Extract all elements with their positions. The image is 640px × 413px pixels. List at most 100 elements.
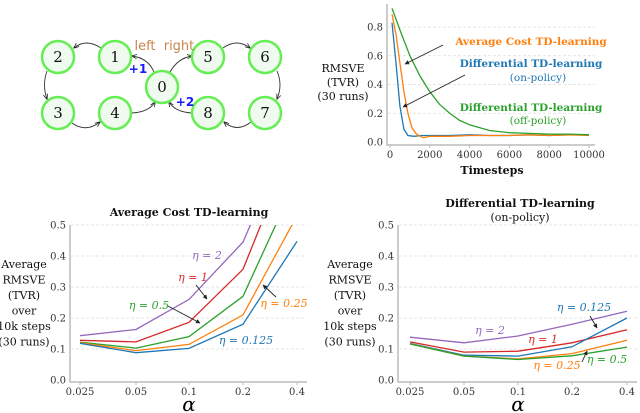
y-tick-label: 0.2 <box>378 314 394 325</box>
annotation-arrow <box>581 350 588 363</box>
series-label: η = 0.125 <box>557 301 611 314</box>
y-label-line: RMSVE <box>2 274 45 287</box>
y-label-line: 10k steps <box>323 320 377 333</box>
state-node-8: 8 <box>190 95 226 131</box>
chart-title: Differential TD-learning <box>445 197 595 210</box>
series-line-0 <box>79 225 252 337</box>
y-label-line: (30 runs) <box>0 336 50 349</box>
edge-8-0 <box>169 102 193 114</box>
y-tick-label: 0.4 <box>378 252 394 263</box>
x-label: α <box>511 392 525 413</box>
y-tick-label: 0.6 <box>367 51 383 62</box>
y-tick-label: 0.1 <box>50 345 66 356</box>
chart-title: Average Cost TD-learning <box>109 206 269 219</box>
y-axis <box>386 4 595 146</box>
edge-6-7 <box>277 70 280 99</box>
series-label: η = 2 <box>475 324 505 337</box>
annotation-arrow <box>589 315 598 329</box>
state-label: 3 <box>53 104 63 122</box>
x-tick-label: 0.025 <box>396 387 425 398</box>
series-line-3 <box>79 225 293 352</box>
annotation-arrow <box>195 284 208 300</box>
axes <box>69 225 307 383</box>
y-label-line: over <box>338 305 363 318</box>
y-tick-label: 0.0 <box>378 376 394 387</box>
y-label-line: RMSVE <box>321 62 364 75</box>
x-label: Timesteps <box>460 164 523 177</box>
y-label-line: (30 runs) <box>324 336 375 349</box>
y-label-line: (TVR) <box>334 289 366 302</box>
state-label: 2 <box>53 48 63 66</box>
series-label: η = 0.25 <box>533 359 580 372</box>
series-label: η = 1 <box>528 333 558 346</box>
y-label-line: RMSVE <box>328 274 371 287</box>
y-tick-label: 0.4 <box>367 80 383 91</box>
annotation-diff-on: Differential TD-learning <box>460 58 603 70</box>
series-label: η = 0.5 <box>587 353 627 366</box>
y-label-line: (30 runs) <box>317 90 368 103</box>
x-tick-label: 0.05 <box>125 387 147 398</box>
x-tick-label: 0 <box>387 150 393 161</box>
state-node-7: 7 <box>247 95 283 131</box>
y-tick-label: 0.3 <box>50 283 66 294</box>
series-line-4 <box>409 343 628 361</box>
edges <box>45 42 281 129</box>
x-tick-label: 6000 <box>497 150 522 161</box>
series-label: η = 1 <box>178 271 208 284</box>
y-tick-label: 0.0 <box>50 376 66 387</box>
state-node-0: 0 <box>144 69 180 105</box>
x-tick-label: 0.2 <box>235 387 251 398</box>
state-label: 0 <box>157 78 167 96</box>
y-tick-label: 0.2 <box>50 314 66 325</box>
annotation-arrow <box>402 74 466 108</box>
y-label-line: (TVR) <box>8 289 40 302</box>
y-tick-label: 0.1 <box>378 345 394 356</box>
edge-0-5 <box>169 56 192 73</box>
series-line-2 <box>79 225 277 349</box>
y-tick-label: 0.2 <box>367 109 383 120</box>
x-tick-label: 0.1 <box>510 387 526 398</box>
x-tick-label: 0.1 <box>181 387 197 398</box>
annotation-diff-on-sub: (on-policy) <box>510 72 566 84</box>
series-label: η = 0.125 <box>219 334 273 347</box>
state-node-2: 2 <box>40 39 76 75</box>
state-label: 5 <box>203 48 213 66</box>
series-label: η = 2 <box>192 249 222 262</box>
state-label: 7 <box>260 104 270 122</box>
mdp-diagram: 0 1 2 3 4 5 6 7 8 left right +1 +2 <box>40 39 283 131</box>
y-label-line: Average <box>0 258 47 271</box>
y-label-line: 10k steps <box>0 320 51 333</box>
series-label: η = 0.25 <box>260 297 307 310</box>
action-left-label: left <box>134 39 155 54</box>
annotation-arrow <box>404 44 444 65</box>
annotation-diff-off: Differential TD-learning <box>460 102 603 114</box>
reward-left-label: +1 <box>129 62 147 76</box>
series-line-1 <box>409 329 628 353</box>
y-tick-label: 0.4 <box>50 252 66 263</box>
edge-4-0 <box>131 102 155 114</box>
y-tick-label: 0.5 <box>378 221 394 232</box>
x-tick-label: 0.2 <box>564 387 580 398</box>
series-label: η = 0.5 <box>129 299 169 312</box>
x-label: α <box>182 392 196 413</box>
axes <box>397 225 637 383</box>
x-tick-label: 0.4 <box>619 387 635 398</box>
x-tick-label: 0.05 <box>453 387 475 398</box>
series-line-0 <box>409 310 628 344</box>
y-tick-label: 0.5 <box>50 221 66 232</box>
series-line-1 <box>391 13 590 139</box>
series-line-2 <box>409 317 628 357</box>
series-line-2 <box>391 8 590 136</box>
edge-1-2 <box>74 42 102 48</box>
y-tick-label: 0.0 <box>367 138 383 149</box>
edge-3-4 <box>71 122 100 129</box>
state-node-6: 6 <box>247 39 283 75</box>
x-tick-label: 10000 <box>573 150 605 161</box>
action-right-label: right <box>164 39 195 54</box>
avg-cost-sensitivity-chart: Average Cost TD-learning 0.0 0.1 0.2 0.3 0.4… <box>0 206 308 413</box>
learning-curve-chart: 0.0 0.2 0.4 0.6 0.8 0 2000 4000 6000 8000 10000 RM… <box>317 4 607 177</box>
state-node-4: 4 <box>97 95 133 131</box>
y-tick-label: 0.8 <box>367 23 383 34</box>
annotation-diff-off-sub: (off-policy) <box>510 115 567 127</box>
